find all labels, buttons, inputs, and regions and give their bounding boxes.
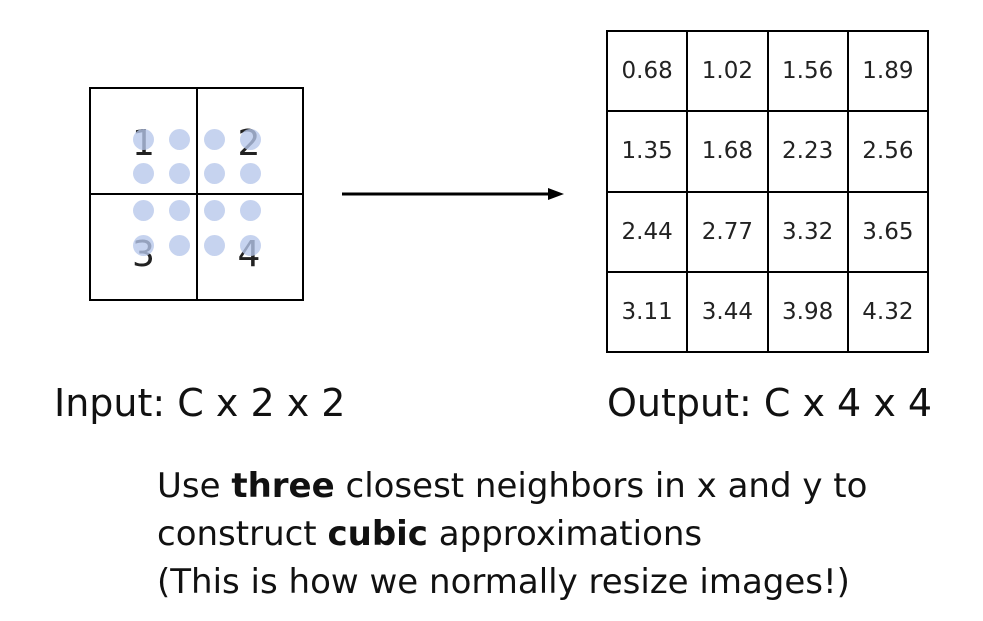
input-cell-1: 1: [90, 88, 197, 194]
input-value-3: 3: [132, 234, 155, 275]
input-value-2: 2: [237, 123, 261, 164]
output-cell: 1.68: [687, 111, 768, 192]
input-caption: Input: C x 2 x 2: [54, 381, 346, 425]
input-value-4: 4: [237, 234, 261, 275]
output-cell: 2.23: [767, 111, 848, 192]
output-cell: 1.02: [687, 31, 768, 112]
description-line-1-post: closest neighbors in x and y to: [334, 466, 868, 506]
description-emphasis-cubic: cubic: [327, 514, 428, 554]
output-cell: 2.56: [847, 111, 928, 192]
input-value-1: 1: [132, 123, 155, 164]
description: Use three closest neighbors in x and y t…: [157, 462, 867, 606]
output-cell: 2.77: [687, 191, 768, 272]
output-grid: 0.68 1.02 1.56 1.89 1.35 1.68 2.23 2.56 …: [606, 30, 929, 353]
input-cell-4: 4: [196, 194, 303, 300]
description-line-2: construct cubic approximations: [157, 510, 867, 558]
output-cell: 4.32: [847, 271, 928, 352]
input-grid: 1 2 3 4: [89, 87, 304, 301]
output-cell: 3.65: [847, 191, 928, 272]
description-line-2-post: approximations: [427, 514, 703, 554]
output-cell: 1.35: [607, 111, 688, 192]
output-cell: 2.44: [607, 191, 688, 272]
description-line-1: Use three closest neighbors in x and y t…: [157, 462, 867, 510]
description-line-2-pre: construct: [157, 514, 328, 554]
output-cell: 3.32: [767, 191, 848, 272]
output-cell: 1.89: [847, 31, 928, 112]
output-cell: 3.44: [687, 271, 768, 352]
input-cell-2: 2: [196, 88, 303, 194]
input-cell-3: 3: [90, 194, 197, 300]
description-line-1-pre: Use: [157, 466, 232, 506]
output-cell: 3.11: [607, 271, 688, 352]
description-emphasis-three: three: [231, 466, 335, 506]
arrow-right-icon: [342, 188, 564, 200]
output-cell: 3.98: [767, 271, 848, 352]
description-line-3: (This is how we normally resize images!): [157, 562, 850, 602]
output-cell: 1.56: [767, 31, 848, 112]
output-caption: Output: C x 4 x 4: [607, 381, 933, 425]
output-cell: 0.68: [607, 31, 688, 112]
